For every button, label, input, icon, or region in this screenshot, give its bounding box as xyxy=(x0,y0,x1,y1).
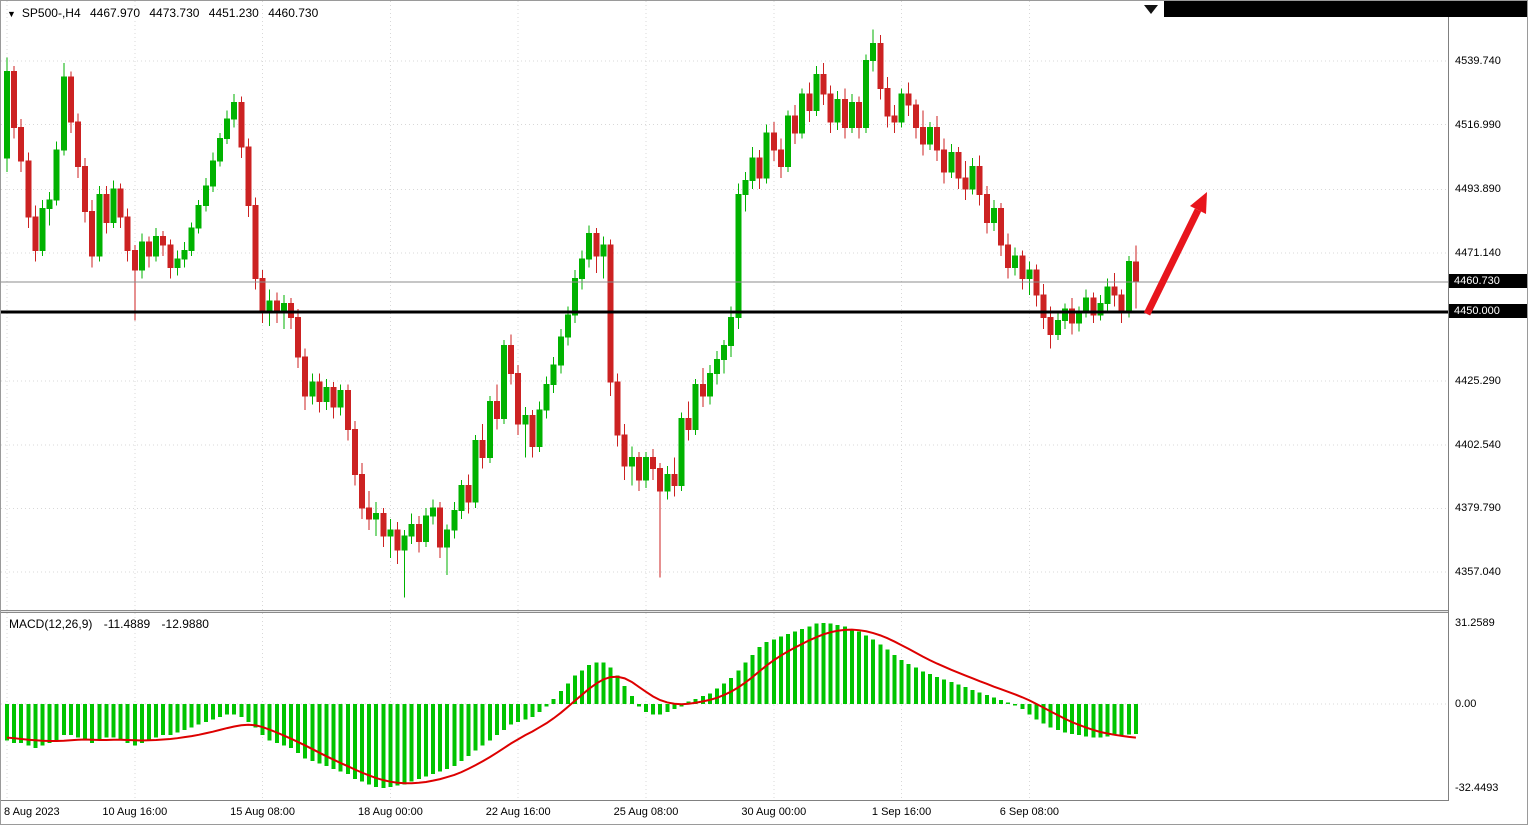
open-value: 4467.970 xyxy=(89,6,141,20)
macd-tick: 31.2589 xyxy=(1455,617,1495,630)
ohlc-info: ▼ SP500-,H4 4467.970 4473.730 4451.230 44… xyxy=(7,6,324,20)
trend-arrow[interactable] xyxy=(1143,192,1207,316)
high-value: 4473.730 xyxy=(149,6,200,20)
time-tick: 15 Aug 08:00 xyxy=(230,806,296,818)
price-tick: 4539.740 xyxy=(1455,55,1501,68)
macd-info: MACD(12,26,9) -11.4889 -12.9880 xyxy=(9,617,217,631)
price-tick: 4493.890 xyxy=(1455,183,1501,196)
time-tick: 10 Aug 16:00 xyxy=(102,806,168,818)
price-tick: 4516.990 xyxy=(1455,118,1501,131)
time-tick: 25 Aug 08:00 xyxy=(613,806,679,818)
time-axis-separator xyxy=(1,800,1527,801)
price-tick: 4379.790 xyxy=(1455,502,1501,515)
macd-tick: 0.00 xyxy=(1455,698,1477,710)
price-grid xyxy=(1,60,1448,573)
low-value: 4451.230 xyxy=(208,6,259,20)
price-axis[interactable]: 4539.740 4516.990 4493.890 4471.140 4425.290… xyxy=(1448,1,1527,613)
panel-splitter[interactable] xyxy=(1,610,1527,613)
time-tick: 6 Sep 08:00 xyxy=(999,806,1060,818)
close-value: 4460.730 xyxy=(268,6,319,20)
time-axis[interactable]: 8 Aug 2023 10 Aug 16:00 15 Aug 08:00 18 Aug… xyxy=(1,801,1448,824)
price-tick: 4357.040 xyxy=(1455,566,1501,579)
top-right-bar xyxy=(1164,1,1527,17)
price-tick: 4425.290 xyxy=(1455,375,1501,388)
macd-panel[interactable] xyxy=(1,613,1448,801)
macd-signal-line xyxy=(6,628,1137,785)
candles-layer xyxy=(4,29,1139,598)
price-tick: 4471.140 xyxy=(1455,246,1501,259)
macd-main-value: -11.4889 xyxy=(103,617,151,631)
time-tick: 30 Aug 00:00 xyxy=(741,806,807,818)
time-grid xyxy=(6,1,1030,613)
macd-signal-value: -12.9880 xyxy=(161,617,209,631)
macd-name: MACD(12,26,9) xyxy=(9,617,93,631)
time-tick: 18 Aug 00:00 xyxy=(357,806,423,818)
symbol-label: SP500-,H4 xyxy=(21,6,81,20)
price-flag-support: 4450.000 xyxy=(1449,304,1527,319)
price-flag-current: 4460.730 xyxy=(1449,274,1527,288)
time-tick: 8 Aug 2023 xyxy=(4,806,60,818)
time-tick: 1 Sep 16:00 xyxy=(871,806,932,818)
macd-histogram xyxy=(5,622,1138,788)
macd-tick: -32.4493 xyxy=(1455,782,1499,795)
price-tick: 4402.540 xyxy=(1455,438,1501,451)
macd-axis[interactable]: 31.2589 0.00 -32.4493 xyxy=(1448,613,1527,801)
time-tick: 22 Aug 16:00 xyxy=(485,806,551,818)
main-chart[interactable] xyxy=(1,1,1448,613)
symbol-dropdown-icon[interactable]: ▼ xyxy=(7,9,16,19)
chart-shift-marker[interactable] xyxy=(1144,5,1158,14)
